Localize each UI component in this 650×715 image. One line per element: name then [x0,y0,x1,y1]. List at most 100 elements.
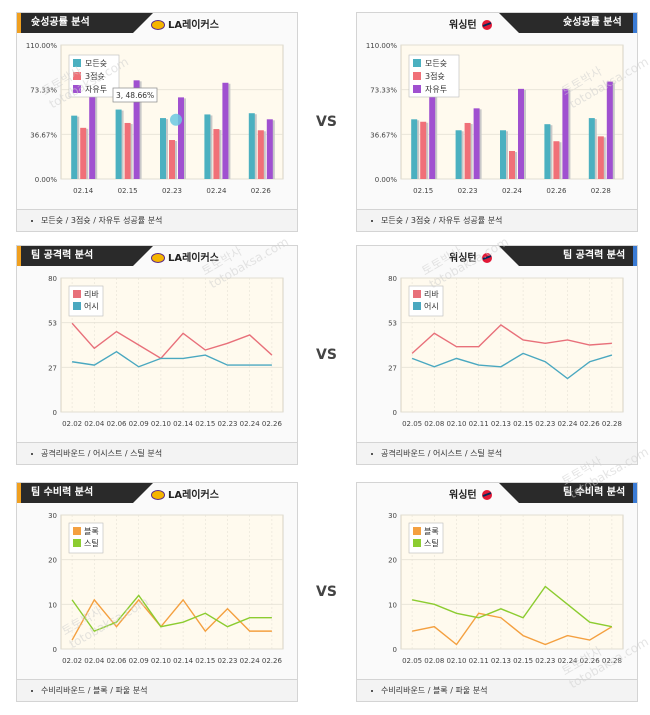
wizards-logo-icon [482,253,493,263]
bar [597,136,604,179]
section-title: 슛성공률 분석 [17,13,153,33]
bar [115,109,122,179]
x-tick-label: 02.13 [491,420,511,428]
x-tick-label: 02.15 [513,420,533,428]
legend-label: 리바 [424,289,439,299]
x-tick-label: 02.13 [491,657,511,665]
team-name-right: 워싱턴 [449,249,497,264]
y-tick-label: 110.00% [366,42,397,50]
footer-text: 모든슛 / 3점슛 / 자유투 성공률 분석 [381,216,503,225]
y-tick-label: 80 [48,275,57,283]
bar [178,97,184,179]
y-tick-label: 10 [48,601,57,609]
legend-swatch [413,59,421,67]
bar [544,124,551,179]
y-tick-label: 36.67% [30,131,57,139]
legend-label: 스틸 [424,538,439,548]
bar [266,119,273,179]
bar [124,122,131,179]
team-label: LA레이커스 [168,20,219,31]
x-tick-label: 02.09 [129,657,149,665]
legend-label: 모든슛 [85,59,107,68]
series-line [71,322,273,360]
x-tick-label: 02.26 [262,657,283,665]
y-tick-label: 53 [48,320,57,328]
x-tick-label: 02.26 [580,657,601,665]
y-tick-label: 20 [388,557,397,565]
legend-label: 모든슛 [425,59,447,68]
chart-footer: 수비리바운드 / 블록 / 파울 분석 [17,679,297,701]
bar [429,59,436,179]
x-tick-label: 02.02 [62,657,82,665]
lakers-logo-icon [151,20,165,30]
bar [213,129,220,179]
team-label: LA레이커스 [168,253,219,264]
legend-label: 블록 [84,526,99,536]
bar [518,88,524,179]
series-line [71,350,272,368]
y-tick-label: 0 [53,646,57,654]
x-tick-label: 02.23 [535,657,555,665]
footer-text: 수비리바운드 / 블록 / 파울 분석 [41,686,148,695]
x-tick-label: 02.10 [151,657,171,665]
x-tick-label: 02.28 [602,420,622,428]
x-tick-label: 02.15 [195,420,215,428]
legend-swatch [413,302,421,310]
section-title: 팀 공격력 분석 [499,246,637,266]
tooltip-text: 3, 48.66% [116,91,154,100]
bar [562,88,569,179]
x-tick-label: 02.04 [84,420,105,428]
legend-swatch [73,302,81,310]
x-tick-label: 02.09 [129,420,149,428]
y-tick-label: 0 [393,409,397,417]
footer-text: 공격리바운드 / 어시스트 / 스틸 분석 [381,449,503,458]
footer-text: 공격리바운드 / 어시스트 / 스틸 분석 [41,449,163,458]
x-tick-label: 02.24 [502,187,523,195]
x-tick-label: 02.24 [557,657,578,665]
x-tick-label: 02.14 [73,187,94,195]
x-tick-label: 02.08 [424,420,444,428]
x-tick-label: 02.26 [546,187,567,195]
section-title: 팀 수비력 분석 [499,483,637,503]
y-tick-label: 27 [388,364,397,372]
team-label: 워싱턴 [449,253,477,264]
legend-swatch [73,527,81,535]
bar [553,141,560,179]
bar [248,113,255,179]
y-tick-label: 73.33% [30,87,57,95]
legend-label: 블록 [424,526,439,536]
bar [80,127,87,179]
defense-panel-left: 팀 수비력 분석 LA레이커스 0 10 20 30 02.02 02.04 02.06 02… [16,482,298,702]
bar [204,114,211,179]
team-name-left: LA레이커스 [151,249,219,264]
y-tick-label: 80 [388,275,397,283]
defense-panel-right: 워싱턴 팀 수비력 분석 0 10 20 30 02.05 02.08 02.10 02.11… [356,482,638,702]
legend-label: 리바 [84,289,99,299]
offense-panel-left: 팀 공격력 분석 LA레이커스 0 27 53 80 02.02 02.04 02.06 02… [16,245,298,465]
legend-label: 자유투 [425,85,447,94]
vs-label: VS [316,584,337,600]
lakers-logo-icon [151,490,165,500]
legend-label: 어시 [84,301,99,311]
wizards-logo-icon [482,20,493,30]
team-name-right: 워싱턴 [449,16,497,31]
y-tick-label: 0 [393,646,397,654]
bar [169,140,175,179]
chart-shooting-right: 0.00% 36.67% 73.33% 110.00% 02.15 02.23 02.24 0… [366,42,624,195]
series-line [411,323,612,354]
legend-swatch [413,539,421,547]
x-tick-label: 02.05 [402,657,422,665]
bar [411,119,418,179]
bar [464,122,471,179]
legend-swatch [73,85,81,93]
legend-label: 3점슛 [425,71,445,81]
offense-panel-right: 워싱턴 팀 공격력 분석 0 27 53 80 02.05 02.08 02.10 02.11… [356,245,638,465]
